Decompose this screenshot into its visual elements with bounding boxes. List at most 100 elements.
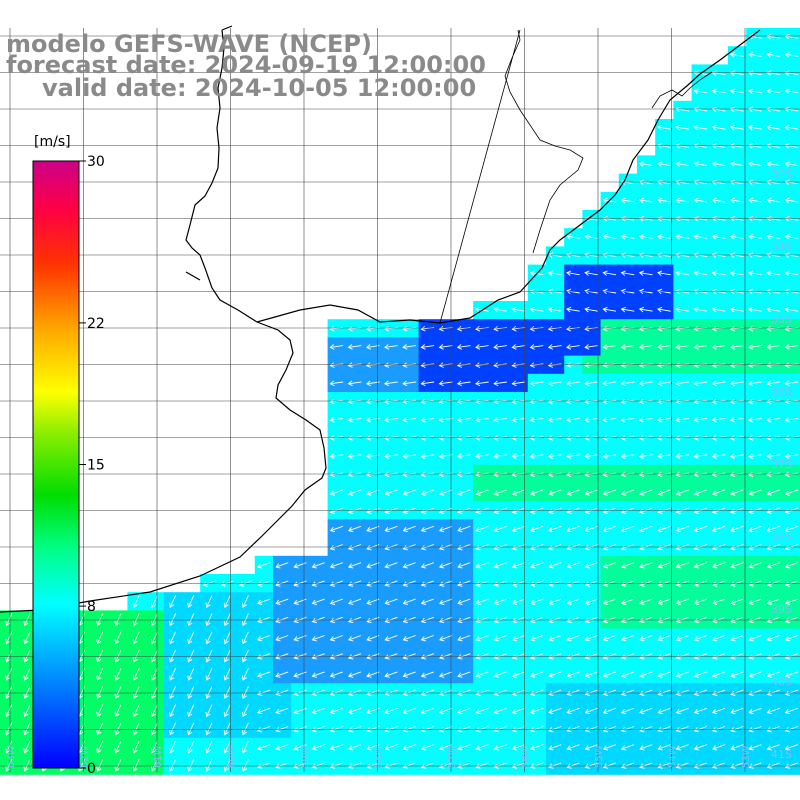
wind-arrow xyxy=(602,707,616,715)
wind-arrow xyxy=(657,744,671,751)
wind-arrow xyxy=(420,453,435,459)
wind-arrow xyxy=(329,562,343,569)
wind-arrow xyxy=(420,562,434,569)
wind-arrow xyxy=(529,453,544,459)
lon-label: 56W xyxy=(521,745,532,768)
wind-arrow xyxy=(205,595,213,608)
wind-arrow xyxy=(457,671,471,678)
wind-arrow xyxy=(766,270,780,276)
wind-arrow xyxy=(475,726,489,733)
wind-arrow xyxy=(766,161,780,167)
wind-arrow xyxy=(766,234,780,240)
wind-arrow xyxy=(784,52,799,58)
wind-arrow xyxy=(402,453,416,459)
lat-label: 34S xyxy=(771,241,792,254)
wind-arrow xyxy=(114,740,122,754)
wind-arrow xyxy=(475,689,489,696)
wind-arrow xyxy=(584,762,598,769)
wind-arrow xyxy=(457,689,471,696)
wind-arrow xyxy=(748,562,762,569)
wind-arrow xyxy=(766,671,780,678)
wind-arrow xyxy=(620,288,635,295)
wind-arrow xyxy=(150,595,158,608)
wind-arrow xyxy=(766,726,780,733)
wind-arrow xyxy=(766,344,780,350)
wind-arrow xyxy=(384,562,398,569)
wind-arrow xyxy=(420,380,435,387)
wind-arrow xyxy=(384,635,398,642)
lat-label: 35S xyxy=(771,313,792,326)
wind-arrow xyxy=(257,598,271,605)
wind-arrow xyxy=(657,197,671,204)
wind-arrow xyxy=(784,762,798,769)
wind-arrow xyxy=(329,416,344,423)
wind-arrow xyxy=(132,686,140,699)
wind-arrow xyxy=(711,380,726,387)
title-valid-date: valid date: 2024-10-05 12:00:00 xyxy=(42,74,477,102)
wind-arrow xyxy=(493,562,507,569)
wind-arrow xyxy=(584,689,598,696)
wind-arrow xyxy=(730,762,744,769)
wind-arrow xyxy=(420,744,434,751)
wind-arrow xyxy=(657,416,671,423)
wind-arrow xyxy=(639,726,653,733)
wind-arrow xyxy=(529,306,544,313)
wind-arrow xyxy=(96,649,104,663)
wind-arrow xyxy=(511,380,526,387)
wind-arrow xyxy=(348,580,362,587)
wind-arrow xyxy=(675,124,689,131)
wind-arrow xyxy=(5,631,13,645)
wind-arrow xyxy=(293,580,307,587)
wind-arrow xyxy=(384,598,398,605)
wind-arrow xyxy=(530,635,544,642)
wind-arrow xyxy=(438,453,453,459)
wind-arrow xyxy=(420,344,435,350)
wind-arrow xyxy=(712,744,726,751)
wind-arrow xyxy=(712,707,726,715)
wind-arrow xyxy=(241,704,249,718)
title-model: modelo GEFS-WAVE (NCEP) xyxy=(6,30,372,58)
wind-arrow xyxy=(784,635,798,642)
wind-arrow xyxy=(384,744,398,751)
wind-arrow xyxy=(547,344,562,350)
wind-arrow xyxy=(511,726,525,733)
wind-arrow xyxy=(693,380,708,387)
wind-arrow xyxy=(530,525,544,533)
wind-arrow xyxy=(293,562,307,569)
wind-arrow xyxy=(241,631,249,645)
wind-arrow xyxy=(548,689,562,696)
wind-arrow xyxy=(5,668,13,681)
wind-arrow xyxy=(621,653,635,660)
wind-arrow xyxy=(456,344,471,350)
wind-arrow xyxy=(675,762,689,769)
wind-arrow xyxy=(584,288,598,295)
wind-arrow xyxy=(257,744,271,751)
wind-arrow xyxy=(657,689,671,696)
wind-arrow xyxy=(439,653,453,660)
wind-arrow xyxy=(457,598,471,605)
wind-arrow xyxy=(439,598,453,605)
wind-arrow xyxy=(475,453,489,459)
wind-arrow xyxy=(530,689,544,696)
wind-arrow xyxy=(257,689,271,696)
wind-arrow xyxy=(223,759,231,772)
wind-arrow xyxy=(766,489,780,496)
wind-arrow xyxy=(548,744,562,751)
wind-arrow xyxy=(639,598,653,605)
wind-arrow xyxy=(675,598,689,605)
wind-arrow xyxy=(620,270,635,276)
wind-arrow xyxy=(766,380,780,387)
wind-arrow xyxy=(275,726,289,733)
wind-arrow xyxy=(748,161,762,167)
wind-arrow xyxy=(187,704,195,718)
wind-arrow xyxy=(748,653,762,660)
wind-arrow xyxy=(566,416,580,423)
wind-arrow xyxy=(311,744,325,751)
wind-arrow xyxy=(711,453,726,459)
wind-arrow xyxy=(511,525,525,533)
wind-arrow xyxy=(384,489,398,496)
wind-arrow xyxy=(329,616,343,624)
wind-arrow xyxy=(348,616,362,624)
wind-arrow xyxy=(187,722,195,736)
